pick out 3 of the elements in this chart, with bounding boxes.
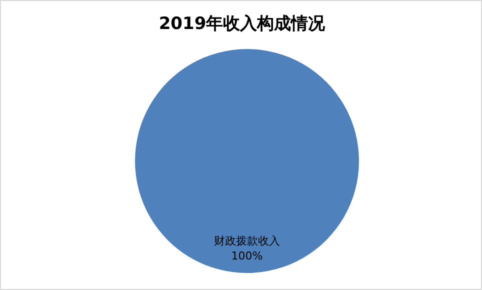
slice-label: 财政拨款收入 <box>214 234 280 248</box>
chart-title: 2019年收入构成情况 <box>158 14 326 34</box>
data-label: 100% <box>231 250 263 263</box>
